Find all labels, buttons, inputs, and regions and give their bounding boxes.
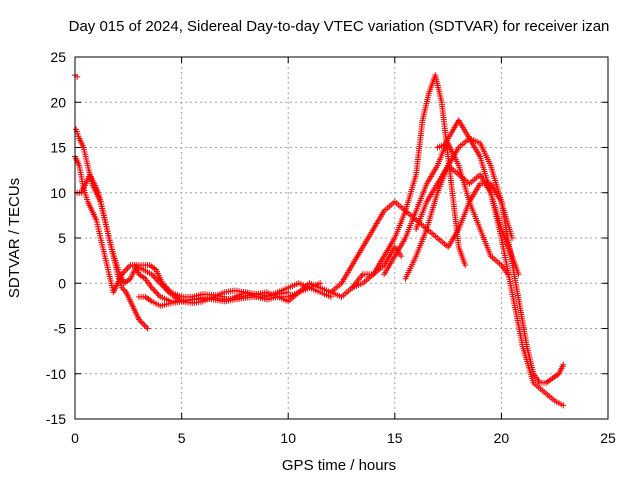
data-point [138,319,145,326]
data-point [285,289,292,296]
x-tick-label: 0 [71,430,79,446]
series-sat-b [73,126,151,332]
series-sat-m [434,139,511,278]
data-point [141,322,148,329]
y-tick-label: 5 [58,230,66,246]
data-point [504,271,511,278]
data-point [153,275,160,282]
series-sat-c [72,72,81,80]
chart-title: Day 015 of 2024, Sidereal Day-to-day VTE… [69,18,610,35]
data-point [462,262,469,269]
data-point [140,320,147,327]
y-tick-label: -10 [46,366,66,382]
x-axis-ticks: 0 5 10 15 20 25 [71,57,616,446]
y-axis-label: SDTVAR / TECUs [6,178,23,298]
y-tick-label: 15 [50,140,66,156]
data-point [144,325,151,332]
x-tick-label: 10 [280,430,296,446]
data-point [560,361,567,368]
x-tick-label: 25 [600,430,616,446]
y-tick-label: 20 [50,94,66,110]
y-tick-label: -5 [54,321,67,337]
series-sat-a [72,153,334,305]
series-sat-j [381,117,567,409]
x-axis-label: GPS time / hours [282,457,396,474]
data-point [154,290,161,297]
data-point [126,263,133,270]
data-point [151,287,158,294]
data-point [398,253,405,260]
x-tick-label: 20 [494,430,510,446]
x-tick-label: 15 [387,430,403,446]
x-tick-label: 5 [178,430,186,446]
data-point [560,402,567,409]
data-point [150,286,157,293]
data-points [72,72,567,409]
series-sat-l [413,162,522,278]
y-axis-ticks: -15 -10 -5 0 5 10 15 20 25 [46,49,608,427]
y-tick-label: 0 [58,275,66,291]
y-tick-label: 10 [50,185,66,201]
y-tick-label: 25 [50,49,66,65]
series-sat-i [349,72,469,291]
data-point [124,265,131,272]
data-point [143,323,150,330]
data-point [121,268,128,275]
data-point [123,266,130,273]
data-point [515,271,522,278]
data-point [153,289,160,296]
y-tick-label: -15 [46,411,66,427]
